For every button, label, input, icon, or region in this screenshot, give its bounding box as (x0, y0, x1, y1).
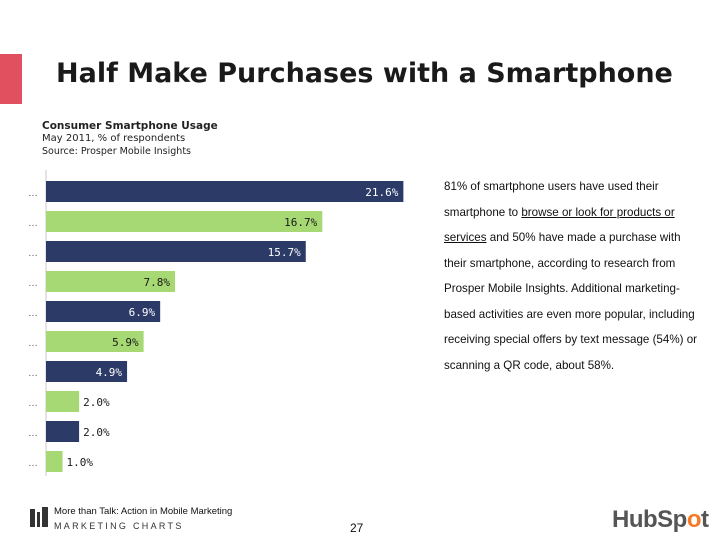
bar-value-label: 7.8% (144, 276, 171, 289)
chart-source: Source: Prosper Mobile Insights (42, 146, 191, 157)
category-label: … (28, 428, 38, 439)
footer-brand: MARKETING CHARTS (54, 521, 184, 531)
chart-header: Consumer Smartphone Usage May 2011, % of… (42, 120, 218, 157)
bar-value-label: 6.9% (129, 306, 156, 319)
chart-subtitle: May 2011, % of respondents (42, 133, 186, 144)
category-label: … (28, 458, 38, 469)
hubspot-logo-t: t (701, 506, 709, 533)
bar-value-label: 21.6% (365, 186, 398, 199)
bar (46, 451, 63, 472)
category-label: … (28, 188, 38, 199)
bar-chart: … 21.6% … 16.7% … 15.7% … 7.8% … 6.9% … 5.9% … 4.9% … 2… (28, 170, 404, 476)
title-box (22, 54, 720, 104)
bar-value-label: 2.0% (83, 426, 110, 439)
bar (46, 241, 306, 262)
paragraph-link[interactable]: browse or look for products or services (444, 205, 675, 245)
hubspot-logo-o: o (686, 506, 702, 533)
paragraph-text-1: 81% of smartphone users have used their … (444, 180, 659, 219)
page-number: 27 (350, 521, 364, 535)
bar-value-label: 4.9% (96, 366, 123, 379)
bar (46, 181, 404, 202)
hubspot-logo-hub: HubSp (612, 506, 687, 533)
category-label: … (28, 248, 38, 259)
bar (46, 421, 80, 442)
bar (46, 391, 80, 412)
chart-title: Consumer Smartphone Usage (42, 120, 218, 132)
bar (46, 361, 128, 382)
bar (46, 211, 323, 232)
page-title: Half Make Purchases with a Smartphone (56, 58, 673, 89)
bar-value-label: 5.9% (112, 336, 139, 349)
marketing-charts-logo-icon (30, 507, 48, 527)
category-label: … (28, 368, 38, 379)
description-paragraph: 81% of smartphone users have used their … (444, 174, 704, 378)
category-label: … (28, 398, 38, 409)
bar (46, 331, 144, 352)
bar-value-label: 2.0% (83, 396, 110, 409)
category-label: … (28, 308, 38, 319)
bar-value-label: 16.7% (284, 216, 317, 229)
paragraph-text-2: and 50% have made a purchase with their … (444, 231, 698, 372)
hubspot-logo: HubSpot (612, 506, 709, 534)
category-label: … (28, 278, 38, 289)
bar (46, 301, 161, 322)
bar-value-label: 1.0% (67, 456, 94, 469)
category-label: … (28, 338, 38, 349)
footer-source-title: More than Talk: Action in Mobile Marketi… (54, 506, 233, 517)
category-label: … (28, 218, 38, 229)
bar-value-label: 15.7% (268, 246, 301, 259)
bar (46, 271, 176, 292)
